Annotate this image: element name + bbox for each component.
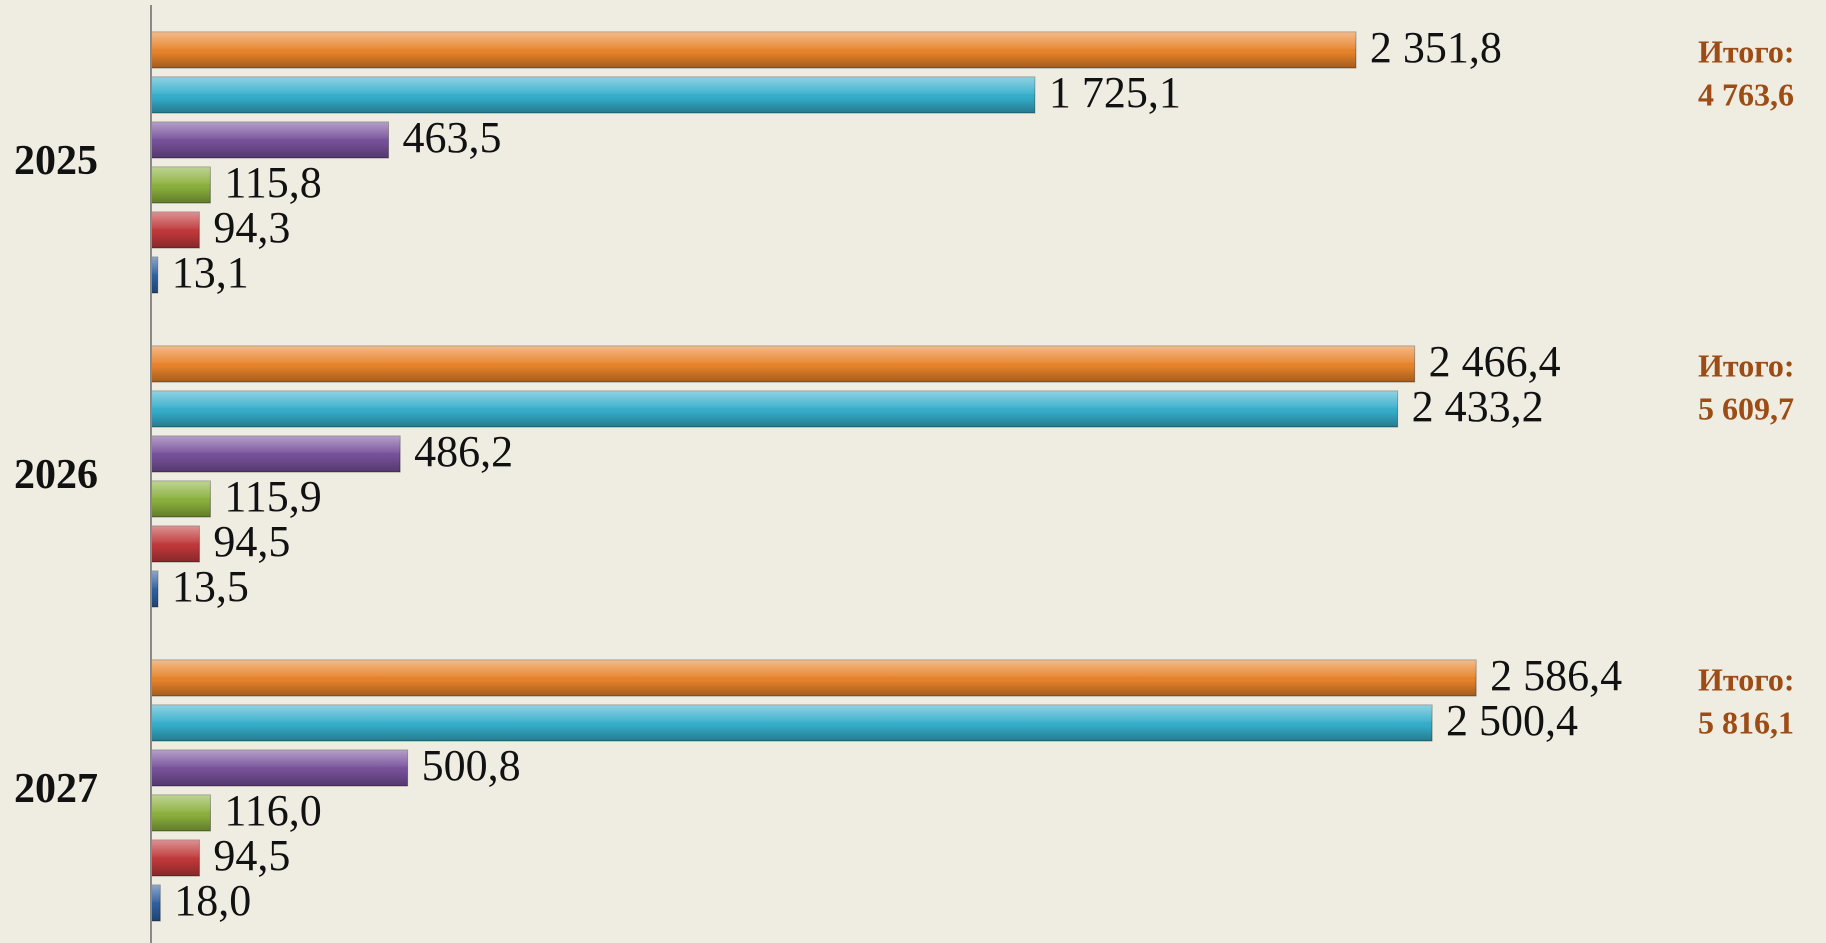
total-prefix: Итого: [1698, 33, 1795, 69]
value-label: 2 351,8 [1370, 23, 1502, 72]
total-prefix: Итого: [1698, 661, 1795, 697]
value-label: 2 466,4 [1429, 337, 1561, 386]
value-label: 94,3 [213, 203, 290, 252]
bar [150, 211, 200, 249]
bar [150, 345, 1416, 383]
bar [150, 121, 389, 159]
bar [150, 31, 1357, 69]
bar [150, 659, 1477, 697]
bar [150, 256, 159, 294]
value-label: 94,5 [213, 831, 290, 880]
bar [150, 884, 161, 922]
bar [150, 704, 1433, 742]
value-label: 115,9 [224, 472, 321, 521]
bar [150, 480, 211, 518]
value-label: 500,8 [422, 741, 521, 790]
bar [150, 435, 401, 473]
category-label: 2025 [14, 138, 98, 184]
value-label: 115,8 [224, 158, 321, 207]
bar [150, 76, 1036, 114]
value-label: 13,5 [172, 562, 249, 611]
value-label: 463,5 [402, 113, 501, 162]
bar [150, 570, 159, 608]
value-label: 1 725,1 [1049, 68, 1181, 117]
value-label: 116,0 [224, 786, 321, 835]
value-label: 2 500,4 [1446, 696, 1578, 745]
total-label: 4 763,6 [1698, 76, 1794, 112]
value-label: 13,1 [172, 248, 249, 297]
bar [150, 749, 409, 787]
total-label: 5 816,1 [1698, 704, 1794, 740]
bar [150, 839, 200, 877]
value-label: 486,2 [414, 427, 513, 476]
value-label: 2 586,4 [1490, 651, 1622, 700]
bar [150, 166, 211, 204]
value-label: 94,5 [213, 517, 290, 566]
total-prefix: Итого: [1698, 347, 1795, 383]
total-label: 5 609,7 [1698, 390, 1794, 426]
bar [150, 525, 200, 563]
value-label: 2 433,2 [1412, 382, 1544, 431]
bar [150, 794, 211, 832]
category-label: 2027 [14, 766, 98, 812]
category-label: 2026 [14, 452, 98, 498]
bar [150, 390, 1399, 428]
value-label: 18,0 [174, 876, 251, 925]
